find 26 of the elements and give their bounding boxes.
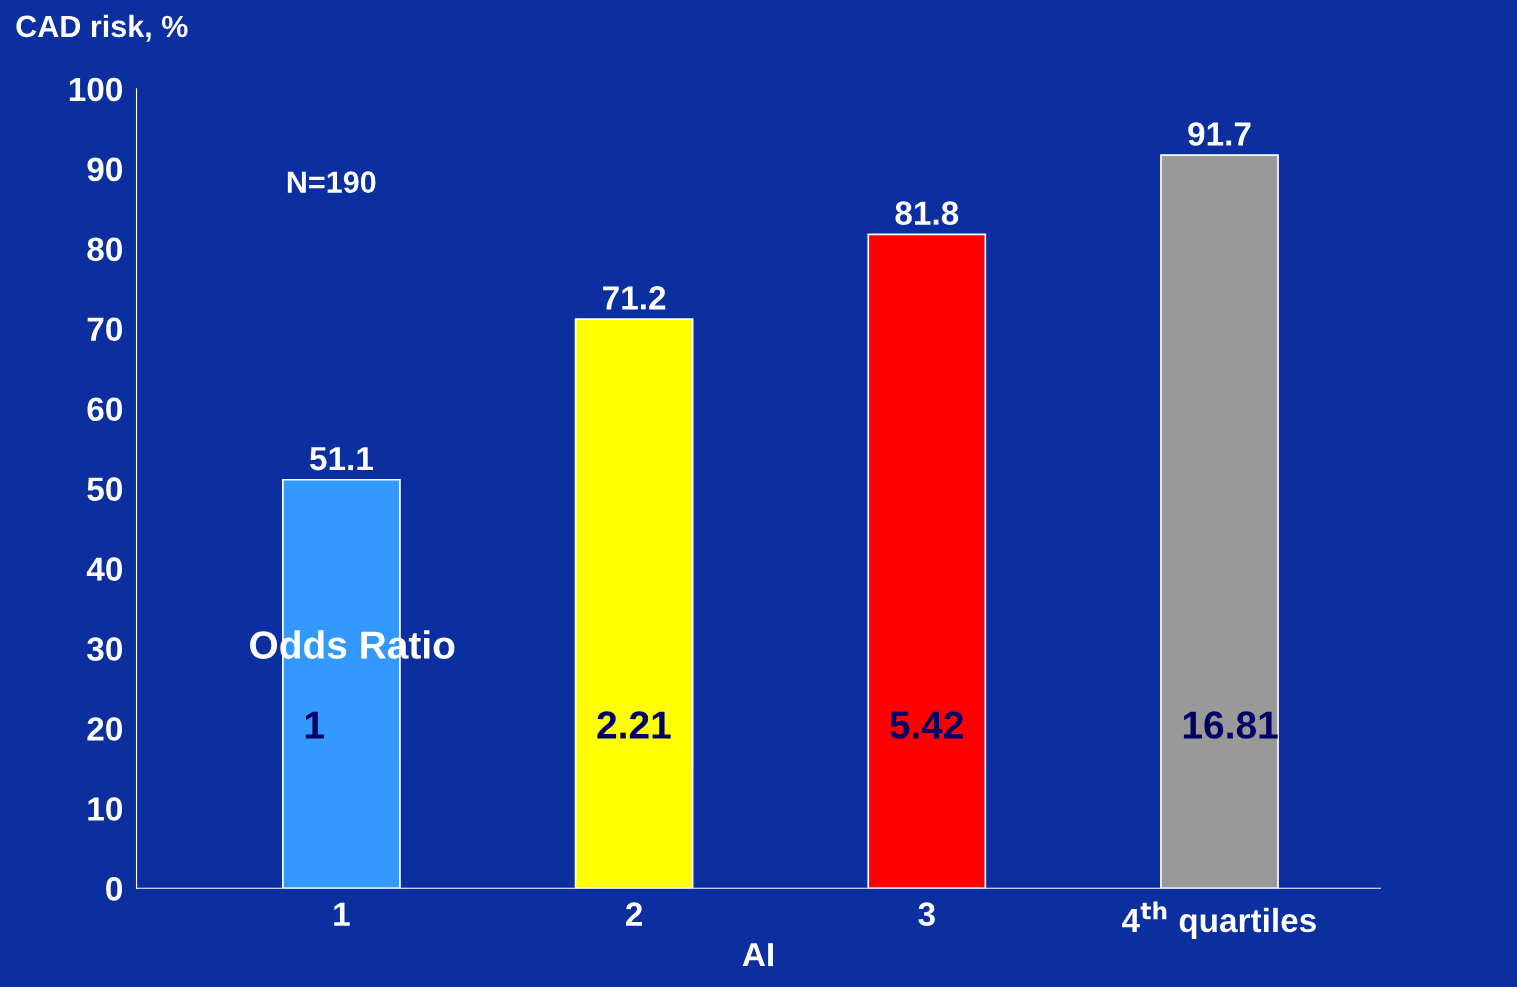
y-tick-label: 100 [69, 77, 122, 102]
x-tick-label: 1 [334, 902, 350, 926]
x-tick-label: 3 [918, 902, 935, 927]
x-tick-label: 2 [625, 902, 643, 926]
y-tick-label: 90 [87, 157, 122, 182]
data-label: 51.1 [310, 447, 373, 471]
x-tick-label: 4$^{th}$ quartiles [1121, 901, 1316, 939]
y-tick-label: 40 [86, 557, 122, 581]
x-axis-title: AI [742, 943, 773, 967]
annotation: 1 [305, 711, 324, 739]
annotation: 2.21 [597, 711, 671, 739]
annotation: 5.42 [889, 711, 963, 739]
y-tick-label: 80 [87, 237, 122, 262]
y-tick-label: 70 [87, 317, 122, 342]
y-tick-label: 50 [87, 477, 122, 501]
data-label: 91.7 [1188, 122, 1251, 146]
annotation: N=190 [287, 171, 376, 193]
y-tick-label: 10 [88, 797, 122, 821]
y-axis-title: CAD risk, % [16, 14, 188, 42]
annotation: 16.81 [1183, 711, 1278, 739]
data-label: 81.8 [895, 201, 959, 225]
y-tick-label: 30 [87, 637, 122, 661]
data-label: 71.2 [603, 286, 666, 310]
y-tick-label: 60 [87, 397, 122, 422]
y-tick-label: 0 [106, 877, 122, 901]
y-tick-label: 20 [87, 717, 122, 741]
